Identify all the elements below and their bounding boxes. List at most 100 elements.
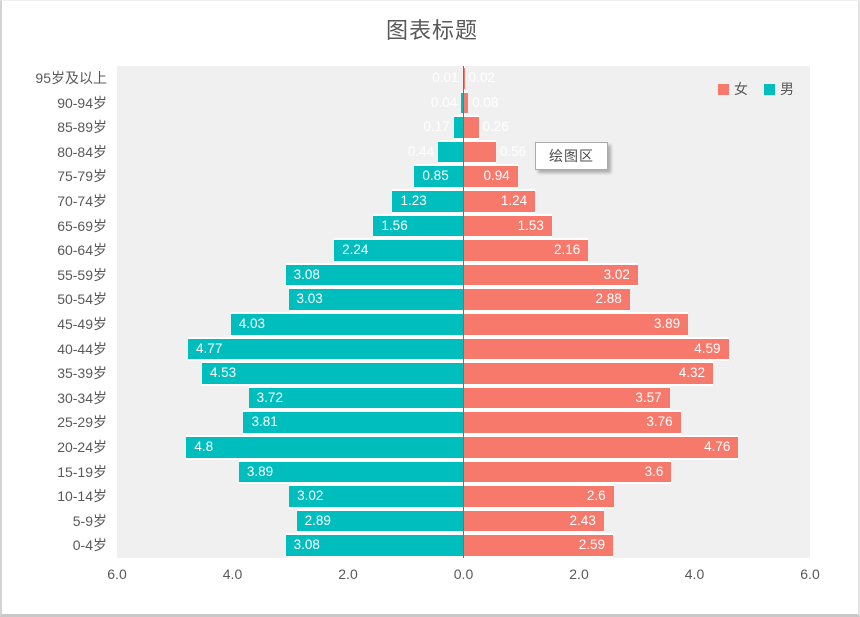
- bar-value-label: 1.53: [517, 217, 544, 233]
- bar-value-label: 4.76: [704, 439, 731, 454]
- plot-area-tooltip: 绘图区: [535, 142, 608, 170]
- bar-value-label: 2.16: [553, 242, 581, 258]
- bar-male[interactable]: 4.03: [230, 312, 464, 337]
- bar-male[interactable]: 4.53: [201, 361, 464, 386]
- bar-value-label: 3.08: [293, 266, 320, 282]
- bar-value-label: 4.77: [196, 340, 223, 356]
- female-swatch-icon: [718, 83, 729, 95]
- bar-value-label: 0.02: [468, 70, 495, 85]
- bar-female[interactable]: 2.88: [463, 287, 630, 312]
- bar-value-label: 1.23: [400, 193, 427, 208]
- bar-female[interactable]: 3.02: [463, 262, 638, 288]
- bar-female[interactable]: 0.02: [463, 66, 495, 91]
- bar-male[interactable]: 3.03: [288, 287, 464, 312]
- category-label: 85-89岁: [57, 119, 107, 136]
- bar-value-label: 4.8: [194, 439, 214, 454]
- bar-value-label: 4.59: [694, 340, 721, 356]
- category-label: 5-9岁: [72, 512, 107, 529]
- bar-female[interactable]: 4.76: [463, 435, 739, 460]
- bar-value-label: 3.72: [256, 389, 283, 405]
- bar-female[interactable]: 2.6: [463, 484, 614, 509]
- bar-female[interactable]: 3.57: [463, 385, 670, 411]
- bar-female[interactable]: 0.94: [463, 164, 518, 189]
- bar-male[interactable]: 0.85: [414, 164, 464, 189]
- bar-male[interactable]: 4.77: [188, 336, 464, 362]
- bar-value-label: 4.32: [678, 365, 705, 381]
- bar-row: 4.77 4.59: [117, 336, 810, 362]
- bar-female[interactable]: 3.6: [463, 459, 672, 485]
- bar-male[interactable]: 1.23: [392, 189, 464, 214]
- bar-male[interactable]: 2.24: [334, 238, 464, 263]
- bar-male[interactable]: 3.81: [243, 410, 464, 435]
- bar-male[interactable]: 0.17: [423, 115, 464, 140]
- category-label: 30-34岁: [57, 389, 107, 406]
- legend-item-male[interactable]: 男: [764, 79, 794, 99]
- bar-female[interactable]: 2.59: [463, 533, 614, 558]
- bar-male[interactable]: 3.08: [285, 262, 464, 288]
- category-label: 45-49岁: [57, 316, 107, 332]
- bar-female[interactable]: 0.56: [463, 139, 526, 165]
- legend-item-female[interactable]: 女: [718, 79, 748, 99]
- bar-value-label: 3.6: [644, 463, 664, 479]
- bar-row: 3.03 2.88: [117, 287, 810, 312]
- bar-male[interactable]: 4.8: [186, 435, 464, 460]
- x-tick-label: 0.0: [453, 566, 474, 582]
- bar-female[interactable]: 0.08: [463, 90, 498, 116]
- bar-value-label: 0.17: [423, 119, 450, 135]
- bar-male[interactable]: 3.72: [248, 385, 464, 411]
- bar-row: 1.23 1.24: [117, 189, 810, 214]
- bar-female[interactable]: 2.43: [463, 508, 604, 534]
- category-label: 50-54岁: [57, 291, 107, 308]
- x-tick-label: 4.0: [222, 566, 243, 582]
- bar-row: 0.01 0.02: [117, 66, 810, 91]
- bar-value-label: 3.89: [653, 316, 681, 331]
- bar-value-label: 0.01: [432, 70, 459, 85]
- bar-value-label: 2.59: [578, 537, 606, 553]
- plot-area[interactable]: 0.01 0.02 0.04 0.08 0.17 0.26 0.44 0.56 0.85 0.94…: [117, 66, 810, 558]
- bar-male[interactable]: 0.04: [431, 90, 464, 116]
- bar-female[interactable]: 1.24: [463, 189, 536, 214]
- bar-value-label: 3.57: [635, 389, 662, 405]
- legend-label-male: 男: [780, 81, 794, 97]
- bar-row: 4.03 3.89: [117, 312, 810, 337]
- legend: 女 男: [718, 79, 794, 99]
- bar-male[interactable]: 3.02: [289, 484, 464, 509]
- category-label: 25-29岁: [57, 414, 107, 431]
- bar-row: 3.89 3.6: [117, 459, 810, 485]
- bar-male[interactable]: 3.89: [238, 459, 464, 485]
- bar-value-label: 0.04: [430, 94, 458, 110]
- bar-male[interactable]: 3.08: [285, 533, 464, 558]
- bar-value-label: 0.56: [499, 143, 527, 159]
- bar-row: 4.53 4.32: [117, 361, 810, 386]
- bar-row: 0.85 0.94: [117, 164, 810, 189]
- bar-male[interactable]: 1.56: [373, 213, 464, 239]
- value-axis: 6.0 4.0 2.0 0.0 2.0 4.0 6.0: [107, 566, 819, 586]
- bar-row: 0.17 0.26: [117, 115, 810, 140]
- bar-female[interactable]: 0.26: [463, 115, 509, 140]
- bar-value-label: 3.89: [246, 463, 274, 479]
- bar-row: 2.24 2.16: [117, 238, 810, 263]
- bar-row: 2.89 2.43: [117, 508, 810, 534]
- chart-title[interactable]: 图表标题: [385, 18, 478, 43]
- bar-row: 1.56 1.53: [117, 213, 810, 239]
- bar-female[interactable]: 3.89: [463, 312, 689, 337]
- category-label: 10-14岁: [57, 488, 107, 505]
- bar-value-label: 4.53: [209, 365, 237, 381]
- bar-female[interactable]: 1.53: [463, 213, 552, 239]
- bar-female[interactable]: 3.76: [463, 410, 681, 435]
- bar-value-label: 3.08: [293, 537, 320, 553]
- bar-male[interactable]: 2.89: [296, 508, 464, 534]
- bar-male[interactable]: 0.44: [408, 139, 464, 165]
- bar-value-label: 2.43: [569, 512, 596, 528]
- bar-value-label: 0.44: [407, 143, 435, 159]
- category-label: 35-39岁: [57, 365, 107, 382]
- bar-female[interactable]: 4.32: [463, 361, 713, 386]
- bar-row: 0.04 0.08: [117, 90, 810, 116]
- category-axis: 95岁及以上 90-94岁 85-89岁 80-84岁 75-79岁 70-74岁 65-6…: [2, 66, 107, 558]
- bar-value-label: 1.24: [500, 193, 528, 208]
- bar-female[interactable]: 4.59: [463, 336, 729, 362]
- category-label: 40-44岁: [57, 340, 107, 357]
- bar-female[interactable]: 2.16: [463, 238, 589, 263]
- bar-value-label: 2.6: [586, 488, 606, 504]
